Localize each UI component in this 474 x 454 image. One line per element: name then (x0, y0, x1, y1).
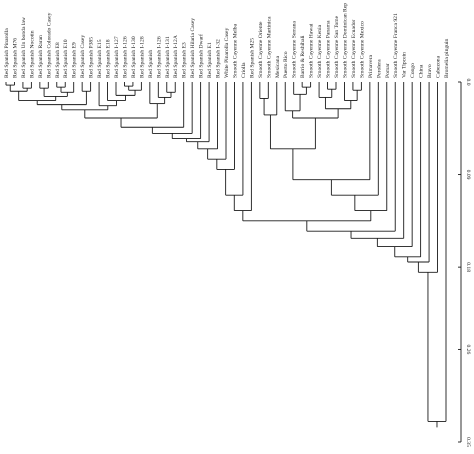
leaf-label: Red Spanish E10 (63, 39, 69, 78)
leaf-label: China (419, 64, 425, 78)
leaf-label: Primavera (368, 54, 374, 78)
leaf-label: Red Spanish I-131 (165, 36, 171, 78)
leaf-label: Smooth Cayenne Franca 921 (393, 13, 399, 78)
distance-axis: 0.0 0.09 0.18 0.26 0.35 (458, 79, 471, 447)
leaf-label: White Pinarolla Casey (224, 27, 230, 78)
leaf-label: Pomar (385, 63, 391, 78)
axis-tick-label: 0.0 (465, 79, 471, 86)
leaf-label: Red Spanish I-126 (156, 36, 162, 78)
leaf-label: Perolera (376, 59, 382, 78)
axis-tick-label: 0.26 (465, 345, 471, 355)
axis-tick-label: 0.09 (465, 170, 471, 180)
leaf-label: Red Spanish I-130 (131, 36, 137, 78)
leaf-labels: Red Spanish Pinarolla Red Spanish M76 Red … (4, 3, 450, 78)
leaf-label: Smooth Cayenne Mexico (359, 21, 365, 78)
leaf-label: Red Spanish Pinarolla (4, 28, 10, 78)
leaf-label: Red Spanish E3 (182, 42, 188, 78)
leaf-label: Smooth Cayenne Hawai (309, 23, 315, 78)
leaf-label: Barrio & Reshihali (300, 35, 306, 78)
leaf-label: Red Spanish E15 (97, 39, 103, 78)
leaf-label: Smooth Cayenne Oriente (258, 21, 264, 78)
leaf-label: Criolla (241, 62, 247, 78)
leaf-label: Red Spanish Hilaria Casey (190, 18, 196, 78)
leaf-label: Red Spanish Colorado Casey (46, 12, 52, 78)
leaf-label: Red Spanish M76 (12, 38, 18, 78)
leaf-label: Smooth Cayenne Panama (326, 20, 332, 78)
leaf-label: Puerto Rico (283, 51, 289, 78)
leaf-label: Red Spanish Casey (80, 35, 86, 78)
leaf-label: Red Spanish (148, 50, 154, 78)
leaf-label: Smooth Cayenne San Tome (334, 15, 340, 78)
leaf-label: Red Spanish Dwarf (198, 34, 205, 78)
axis-ticks: 0.0 0.09 0.18 0.26 0.35 (458, 79, 471, 447)
leaf-label: Congo (410, 63, 416, 78)
leaf-label: Smooth Cayenne Serrana (292, 21, 298, 78)
leaf-label: Red Spanish E18 (106, 39, 112, 78)
leaf-label: Mexicana (275, 55, 281, 78)
leaf-label: Red Spanish I-32 (216, 39, 222, 78)
dendrogram-branches (5, 82, 447, 428)
leaf-label: Red Spanish Nocotin (29, 30, 35, 78)
leaf-label: Smooth Cayenne Martinica (266, 16, 272, 78)
leaf-label: Red Spanish I-128 (139, 36, 145, 78)
leaf-label: Smooth Cayenne Dominican Rep (342, 3, 348, 78)
leaf-label: Smooth Cayenne Kenia (317, 24, 323, 78)
leaf-label: Var Tipcein (402, 52, 408, 78)
leaf-label: Red Spanish P385 (89, 37, 95, 78)
leaf-label: Red Spanish E8 (55, 42, 61, 78)
axis-tick-label: 0.35 (465, 437, 471, 447)
leaf-label: Red Spanish Raran (38, 35, 44, 78)
leaf-label: Smooth Cayenne Melba (232, 23, 238, 78)
leaf-label: Red Spanish M25 (249, 38, 255, 78)
leaf-label: Bromelia pinguin (444, 38, 450, 78)
leaf-label: Red Spanish I-12A (173, 35, 179, 78)
leaf-label: Red Spanish I-127 (114, 36, 120, 78)
leaf-label: Cabezona (436, 55, 442, 78)
leaf-label: Smooth Cayenne Ecuador (351, 19, 357, 78)
leaf-label: Red Spanish E1 (207, 42, 213, 78)
leaf-label: Bravo (427, 64, 433, 78)
axis-tick-label: 0.18 (465, 262, 471, 272)
leaf-label: Red Spanish I-126 (122, 36, 128, 78)
leaf-label: Red Spanish E9 (72, 42, 78, 78)
leaf-label: Red Spanish Un bonda law (21, 16, 27, 78)
